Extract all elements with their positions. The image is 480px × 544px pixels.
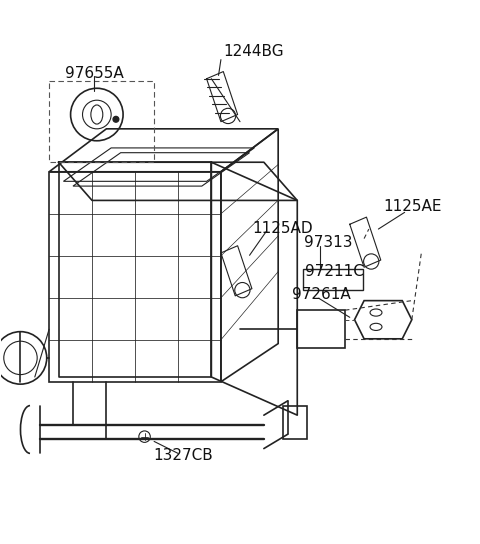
Text: 97211C: 97211C (305, 263, 364, 279)
Text: 97261A: 97261A (291, 287, 350, 302)
Bar (283, 406, 307, 439)
Circle shape (113, 116, 119, 122)
Text: 1244BG: 1244BG (223, 44, 284, 59)
Text: 97313: 97313 (304, 235, 353, 250)
Text: 1125AD: 1125AD (252, 221, 312, 236)
Text: 1125AE: 1125AE (383, 199, 442, 214)
Text: 97655A: 97655A (65, 66, 124, 82)
Text: 1327CB: 1327CB (153, 448, 213, 463)
